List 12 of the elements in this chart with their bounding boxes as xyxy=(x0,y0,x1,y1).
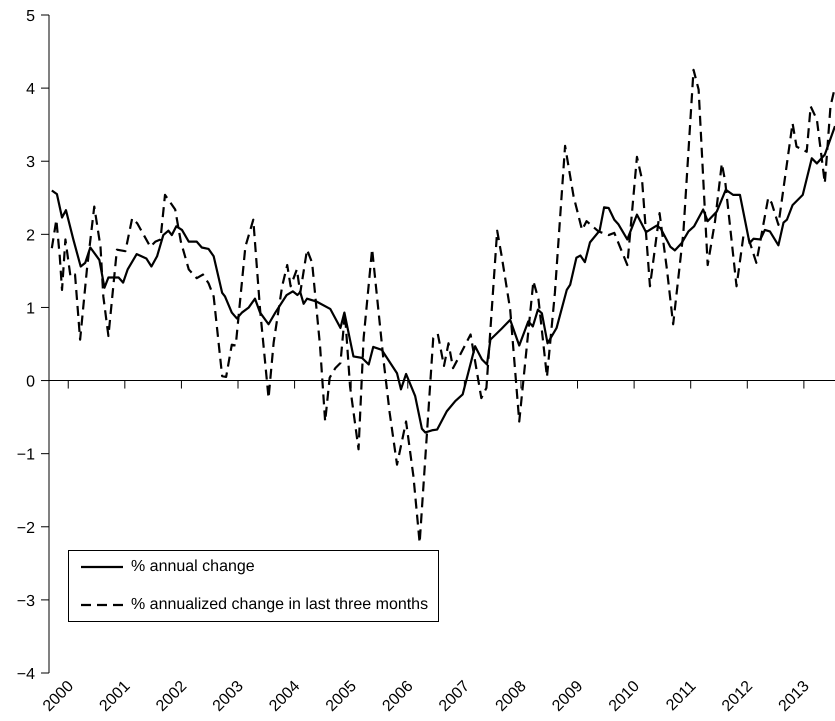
legend-label: % annual change xyxy=(131,557,255,577)
y-tick-label: 5 xyxy=(26,8,36,25)
y-tick-label: −2 xyxy=(16,520,36,537)
y-tick-label: 4 xyxy=(26,81,36,98)
y-tick-label: −4 xyxy=(16,666,36,683)
y-tick-label: 3 xyxy=(26,154,36,172)
y-tick-label: 1 xyxy=(26,300,36,318)
y-tick-label: −1 xyxy=(16,446,36,464)
y-tick-label: −3 xyxy=(16,592,36,610)
y-tick-label: 0 xyxy=(26,374,36,391)
y-tick-label: 2 xyxy=(26,227,36,244)
legend-label: % annualized change in last three months xyxy=(131,595,428,615)
